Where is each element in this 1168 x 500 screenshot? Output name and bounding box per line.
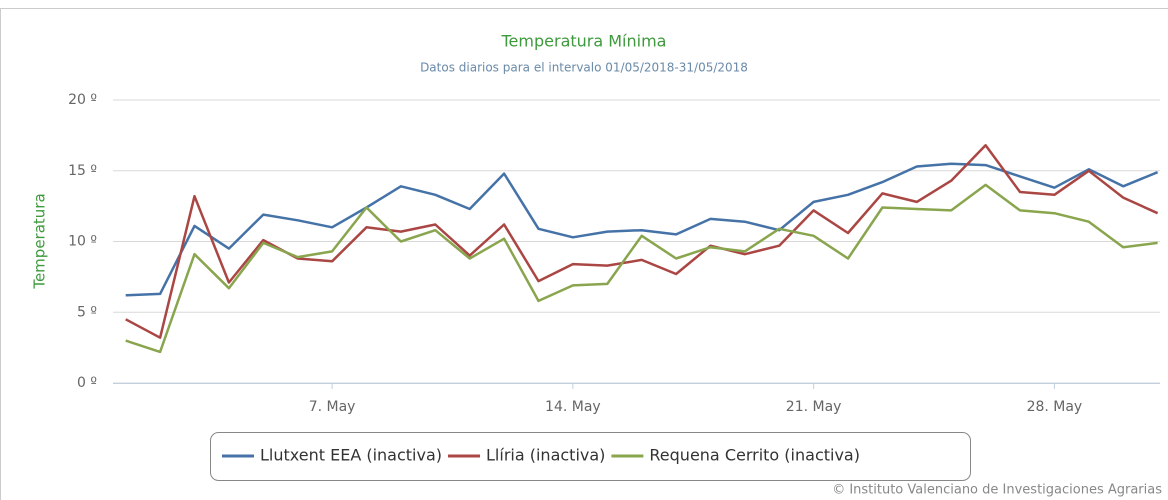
y-tick-label: 0 º	[77, 375, 97, 391]
y-axis-label: Temperatura	[31, 193, 49, 289]
chart-border	[0, 8, 1168, 500]
y-tick-label: 20 º	[68, 92, 97, 108]
y-tick-label: 15 º	[68, 163, 97, 179]
x-tick-label: 21. May	[786, 399, 842, 415]
legend-label: Requena Cerrito (inactiva)	[649, 446, 860, 465]
x-tick-label: 7. May	[309, 399, 356, 415]
chart-title: Temperatura Mínima	[501, 32, 667, 51]
series-line	[125, 162, 1159, 297]
x-tick-label: 28. May	[1027, 399, 1083, 415]
series-line	[125, 144, 1159, 339]
series-line	[125, 183, 1158, 354]
credits: © Instituto Valenciano de Investigacione…	[832, 483, 1162, 498]
y-tick-label: 10 º	[68, 234, 97, 250]
legend-label: Llutxent EEA (inactiva)	[260, 446, 442, 465]
y-tick-label: 5 º	[77, 304, 97, 320]
legend-label: Llíria (inactiva)	[486, 446, 605, 465]
chart-subtitle: Datos diarios para el intervalo 01/05/20…	[420, 61, 748, 75]
x-tick-label: 14. May	[545, 399, 601, 415]
legend-box	[210, 432, 971, 481]
